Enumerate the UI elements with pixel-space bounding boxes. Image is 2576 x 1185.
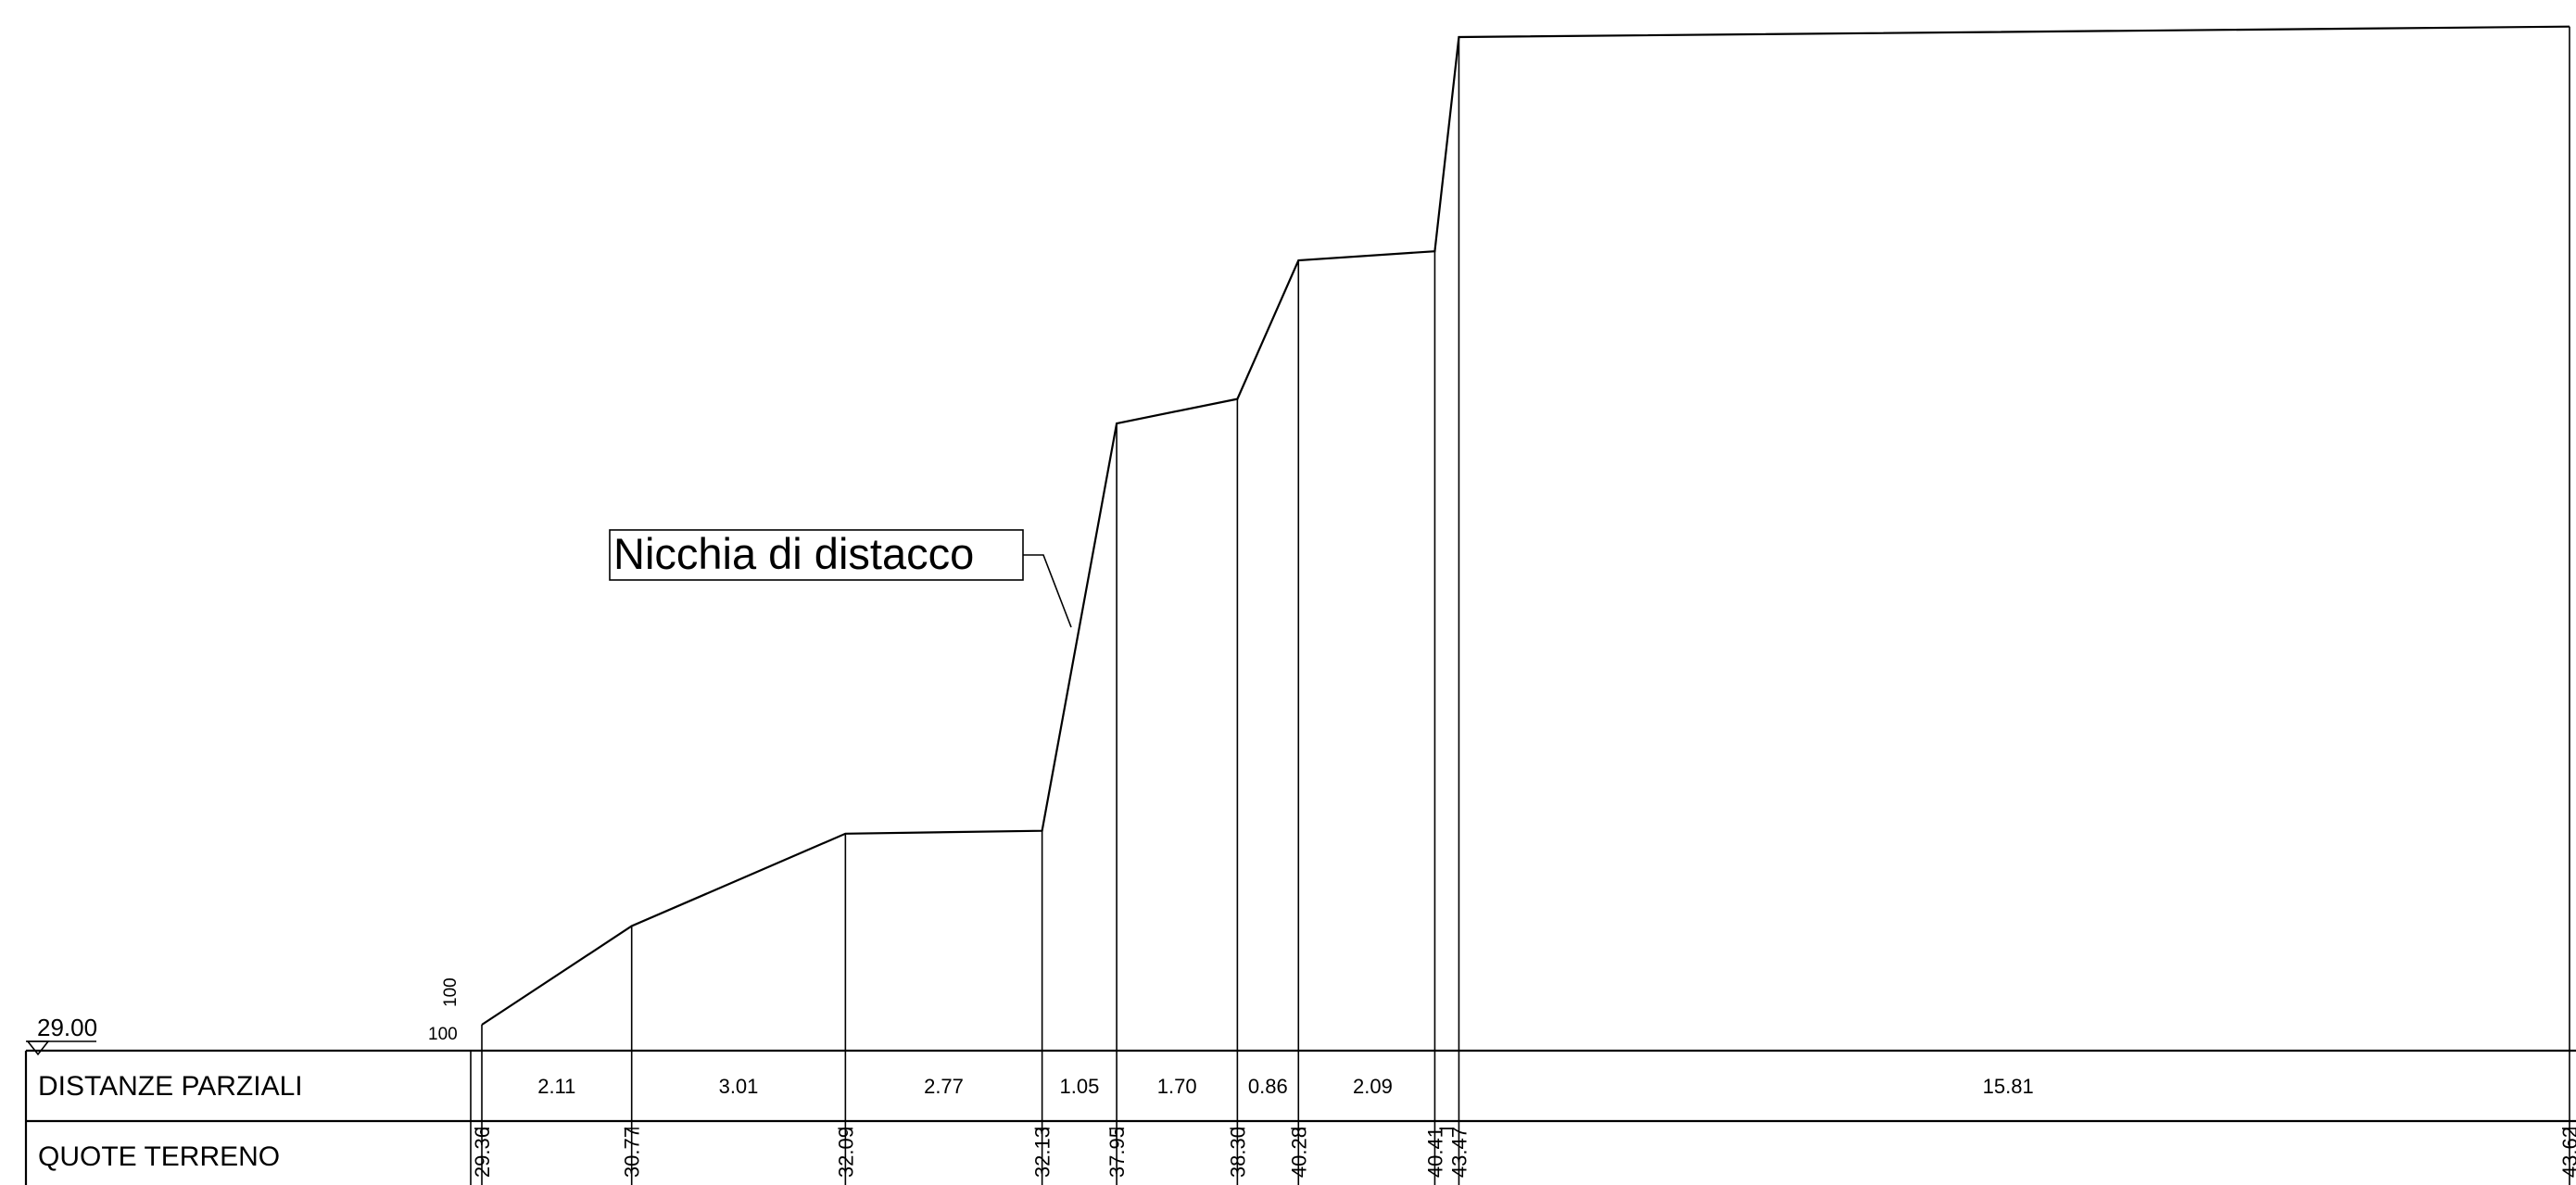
ground-level-label: 38.30 [1226,1127,1249,1178]
reference-level-marker: 29.00 [26,1014,97,1056]
ground-level-label: 37.95 [1105,1127,1129,1178]
scale-vertical-label: 100 [441,977,461,1007]
partial-distance-labels: 2.11 3.01 2.77 1.05 1.70 0.86 2.09 15.81 [537,1075,2034,1098]
ground-level-label: 40.41 [1423,1127,1446,1178]
ground-level-label: 43.62 [2558,1127,2576,1178]
row-label-partial-distances: DISTANZE PARZIALI [38,1071,303,1102]
callout-label: Nicchia di distacco [613,529,974,578]
partial-distance-label: 1.70 [1157,1075,1197,1098]
partial-distance-label: 2.09 [1353,1075,1393,1098]
partial-distance-label: 3.01 [719,1075,759,1098]
ground-level-label: 32.09 [834,1127,857,1178]
station-lines [474,26,2576,1185]
partial-distance-label: 1.05 [1059,1075,1099,1098]
profile-table: DISTANZE PARZIALI QUOTE TERRENO [24,1049,2576,1185]
ground-level-label: 40.28 [1287,1127,1310,1178]
partial-distance-label: 15.81 [1983,1075,2034,1098]
partial-distance-label: 0.86 [1248,1075,1288,1098]
ground-level-label: 30.77 [621,1127,644,1178]
ground-level-label: 43.47 [1447,1127,1471,1178]
reference-level-label: 29.00 [37,1014,97,1041]
terrain-line [481,25,2570,1026]
scale-horizontal-label: 100 [428,1025,458,1044]
ground-level-label: 29.36 [471,1127,494,1178]
row-label-ground-levels: QUOTE TERRENO [38,1141,280,1172]
callout: Nicchia di distacco [609,529,1072,628]
partial-distance-label: 2.11 [537,1075,575,1098]
partial-distance-label: 2.77 [924,1075,964,1098]
ground-level-label: 32.13 [1031,1127,1054,1178]
ground-level-labels: 29.36 30.77 32.09 32.13 37.95 38.30 40.28 40.41… [471,1127,2576,1178]
callout-leader [1023,554,1072,628]
